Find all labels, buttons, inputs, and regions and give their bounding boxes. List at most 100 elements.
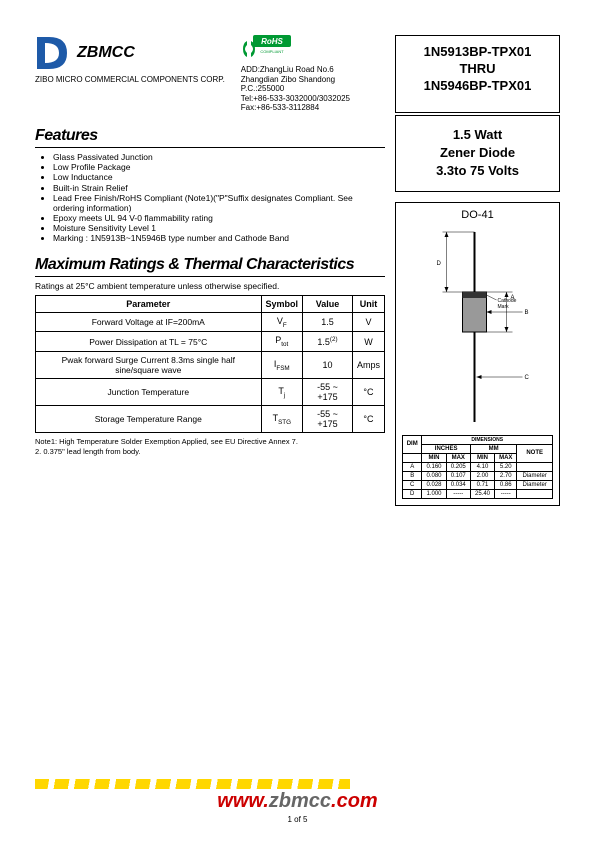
table-cell: 0.028 — [422, 480, 446, 489]
company-full: ZIBO MICRO COMMERCIAL COMPONENTS CORP. — [35, 75, 225, 84]
table-cell: 0.107 — [446, 471, 470, 480]
address-block: ADD:ZhangLiu Road No.6 Zhangdian Zibo Sh… — [241, 65, 350, 113]
table-cell: VF — [261, 312, 303, 332]
table-cell: Amps — [352, 352, 384, 379]
table-cell: Ptot — [261, 332, 303, 352]
table-row: C0.0280.0340.710.86Diameter — [403, 480, 553, 489]
table-cell: 2.70 — [495, 471, 517, 480]
svg-text:C: C — [525, 375, 530, 381]
header-left: ZBMCC ZIBO MICRO COMMERCIAL COMPONENTS C… — [35, 35, 385, 113]
footer-url: www.zbmcc.com — [35, 790, 560, 813]
page-footer: www.zbmcc.com 1 of 5 — [35, 779, 560, 824]
part-number-box: 1N5913BP-TPX01 THRU 1N5946BP-TPX01 — [395, 35, 560, 113]
table-row: B0.0800.1072.002.70Diameter — [403, 471, 553, 480]
feature-item: Lead Free Finish/RoHS Compliant (Note1)(… — [53, 193, 385, 213]
table-cell: 0.205 — [446, 462, 470, 471]
feature-item: Low Inductance — [53, 172, 385, 182]
table-cell: 0.034 — [446, 480, 470, 489]
company-short: ZBMCC — [77, 44, 135, 62]
ratings-divider — [35, 276, 385, 277]
table-cell: Forward Voltage at IF=200mA — [36, 312, 262, 332]
table-cell: C — [403, 480, 422, 489]
feature-item: Glass Passivated Junction — [53, 152, 385, 162]
ratings-th-unit: Unit — [352, 295, 384, 312]
content-row: Features Glass Passivated JunctionLow Pr… — [35, 115, 560, 506]
table-cell — [517, 462, 553, 471]
dim-th-dim: DIM — [403, 435, 422, 453]
table-cell: V — [352, 312, 384, 332]
table-cell: W — [352, 332, 384, 352]
table-cell: 0.160 — [422, 462, 446, 471]
table-cell: Junction Temperature — [36, 379, 262, 406]
table-cell: Diameter — [517, 480, 553, 489]
table-row: Storage Temperature RangeTSTG-55 ~ +175°… — [36, 406, 385, 433]
ratings-note: Ratings at 25°C ambient temperature unle… — [35, 281, 385, 291]
rohs-address-block: RoHS COMPLIANT ADD:ZhangLiu Road No.6 Zh… — [241, 35, 350, 113]
svg-text:RoHS: RoHS — [261, 37, 283, 46]
url-com: .com — [331, 790, 378, 812]
table-row: Junction TemperatureTj-55 ~ +175°C — [36, 379, 385, 406]
table-cell: Power Dissipation at TL = 75°C — [36, 332, 262, 352]
table-cell: 4.10 — [470, 462, 494, 471]
table-cell: 2.00 — [470, 471, 494, 480]
part-line2: THRU — [404, 61, 551, 78]
table-cell: 25.40 — [470, 489, 494, 498]
dim-th-title: DIMENSIONS — [422, 435, 553, 444]
page-number: 1 of 5 — [35, 815, 560, 824]
url-www: www. — [217, 790, 268, 812]
table-cell: Diameter — [517, 471, 553, 480]
table-cell: 1.5 — [303, 312, 353, 332]
table-row: A0.1600.2054.105.20 — [403, 462, 553, 471]
logo-row: ZBMCC — [35, 35, 225, 71]
ratings-th-symbol: Symbol — [261, 295, 303, 312]
part-line1: 1N5913BP-TPX01 — [404, 44, 551, 61]
package-title: DO-41 — [402, 209, 553, 221]
table-row: Forward Voltage at IF=200mAVF1.5V — [36, 312, 385, 332]
company-header: ZBMCC ZIBO MICRO COMMERCIAL COMPONENTS C… — [35, 35, 385, 113]
dimensions-table: DIM DIMENSIONS INCHES MM NOTE MIN MAX MI… — [402, 435, 553, 499]
addr-line: Fax:+86-533-3112884 — [241, 103, 350, 113]
addr-line: Tel:+86-533-3032000/3032025 — [241, 94, 350, 104]
table-cell: 1.5(2) — [303, 332, 353, 352]
table-cell: B — [403, 471, 422, 480]
part-line3: 1N5946BP-TPX01 — [404, 78, 551, 95]
table-cell — [517, 489, 553, 498]
addr-line: Zhangdian Zibo Shandong — [241, 75, 350, 85]
table-cell: Tj — [261, 379, 303, 406]
header-row: ZBMCC ZIBO MICRO COMMERCIAL COMPONENTS C… — [35, 35, 560, 113]
spec-box: 1.5 Watt Zener Diode 3.3to 75 Volts — [395, 115, 560, 192]
table-cell: ----- — [446, 489, 470, 498]
footnotes: Note1: High Temperature Solder Exemption… — [35, 437, 385, 457]
table-cell: Pwak forward Surge Current 8.3ms single … — [36, 352, 262, 379]
spec-line3: 3.3to 75 Volts — [406, 162, 549, 180]
table-cell: TSTG — [261, 406, 303, 433]
svg-text:B: B — [525, 310, 529, 316]
table-row: D1.000-----25.40----- — [403, 489, 553, 498]
dim-th-mm: MM — [470, 444, 516, 453]
table-cell: -55 ~ +175 — [303, 379, 353, 406]
table-cell: °C — [352, 406, 384, 433]
url-zbmcc: zbmcc — [269, 790, 331, 812]
table-cell: Storage Temperature Range — [36, 406, 262, 433]
table-cell: 0.080 — [422, 471, 446, 480]
dim-th-max2: MAX — [495, 453, 517, 462]
feature-item: Marking : 1N5913B~1N5946B type number an… — [53, 233, 385, 243]
logo-company-block: ZBMCC ZIBO MICRO COMMERCIAL COMPONENTS C… — [35, 35, 225, 84]
package-diagram-icon: A B D C Cathode Mark — [402, 227, 553, 427]
yellow-stripe-icon — [35, 779, 350, 789]
spec-line2: Zener Diode — [406, 144, 549, 162]
ratings-title: Maximum Ratings & Thermal Characteristic… — [35, 256, 385, 274]
ratings-th-value: Value — [303, 295, 353, 312]
table-cell: 1.000 — [422, 489, 446, 498]
features-title: Features — [35, 127, 385, 145]
dim-th-max: MAX — [446, 453, 470, 462]
table-cell: IFSM — [261, 352, 303, 379]
addr-line: P.C.:255000 — [241, 84, 350, 94]
features-divider — [35, 147, 385, 148]
feature-item: Built-in Strain Relief — [53, 183, 385, 193]
svg-text:Mark: Mark — [498, 304, 510, 310]
feature-item: Epoxy meets UL 94 V-0 flammability ratin… — [53, 213, 385, 223]
svg-text:COMPLIANT: COMPLIANT — [260, 49, 284, 54]
package-box: DO-41 A B D — [395, 202, 560, 506]
table-cell: -55 ~ +175 — [303, 406, 353, 433]
